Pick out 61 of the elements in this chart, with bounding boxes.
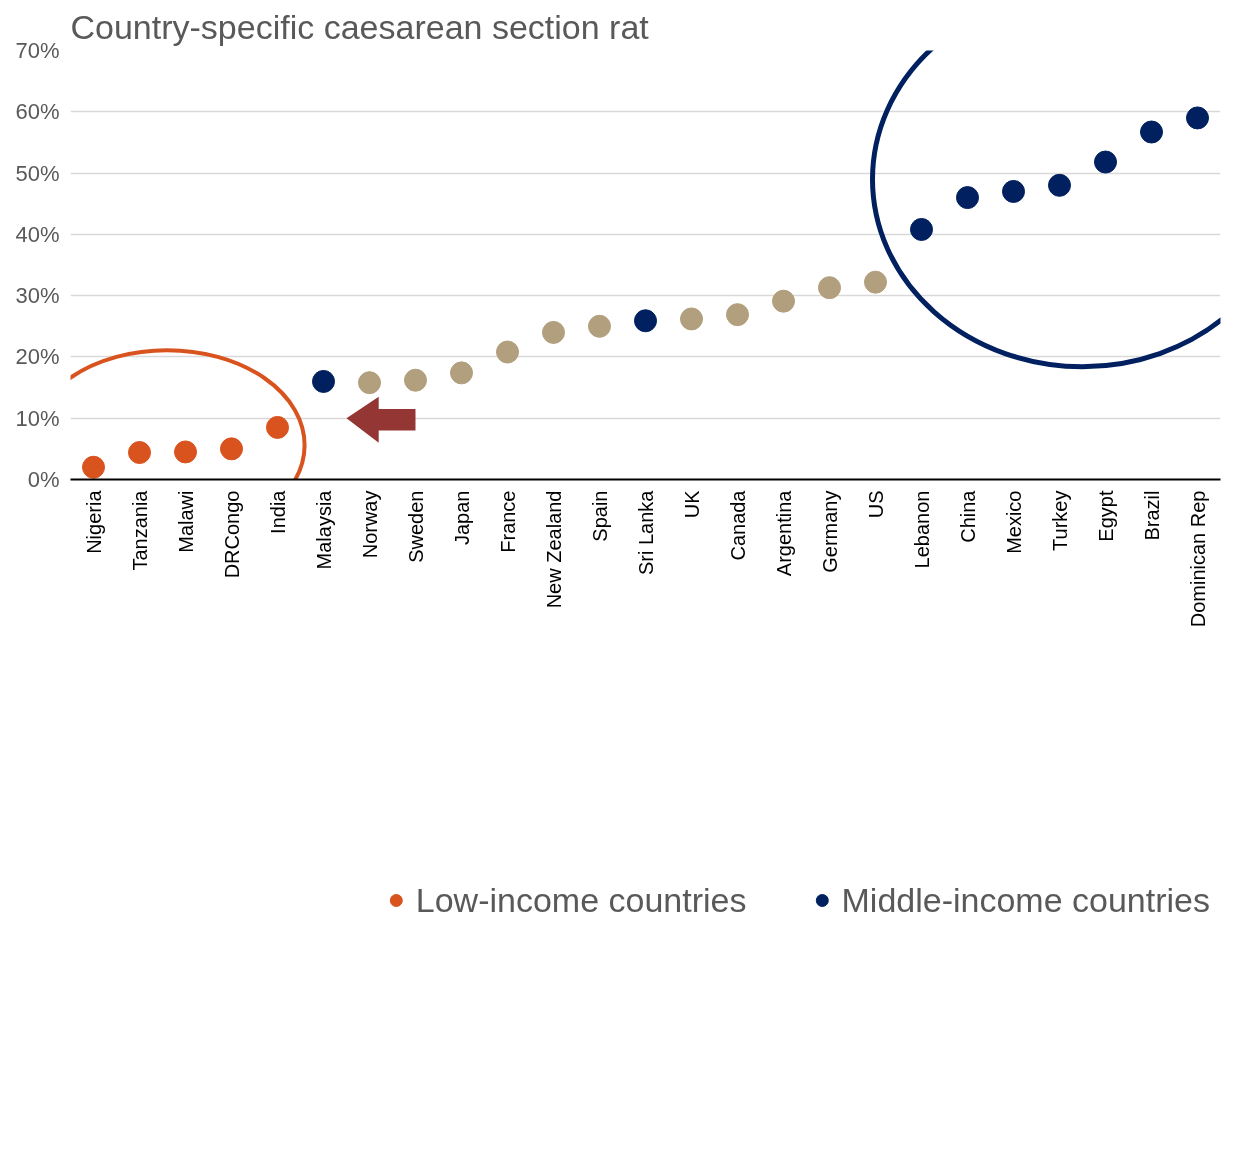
x-tick-label: Japan	[450, 490, 473, 545]
point	[174, 440, 197, 464]
x-tick-label: Spain	[588, 490, 611, 542]
x-tick-label: Norway	[358, 490, 381, 559]
x-tick-label: Lebanon	[910, 490, 933, 569]
x-tick-label: Sweden	[404, 490, 427, 563]
y-tick-label: 10%	[15, 405, 60, 431]
x-tick-label: Germany	[818, 490, 841, 573]
chart-title: Country-specific caesarean section rat	[70, 7, 650, 46]
y-tick-label: 70%	[15, 38, 60, 63]
y-tick-label: 60%	[15, 99, 60, 125]
point	[128, 441, 151, 465]
point	[956, 186, 979, 210]
y-tick-label: 30%	[15, 283, 60, 309]
x-tick-label: New Zealand	[542, 490, 565, 609]
point	[680, 307, 703, 331]
point	[818, 276, 841, 300]
x-tick-label: Nigeria	[82, 489, 105, 554]
x-tick-label: France	[496, 490, 519, 553]
x-tick-label: Argentina	[772, 489, 795, 577]
point	[910, 217, 933, 241]
x-tick-label: Turkey	[1048, 490, 1071, 551]
y-tick-label: 50%	[15, 160, 60, 186]
point	[726, 303, 749, 327]
x-tick-label: Brazil	[1140, 490, 1163, 541]
point	[1002, 179, 1025, 203]
y-tick-label: 0%	[27, 467, 60, 492]
point	[634, 309, 657, 333]
point	[1186, 106, 1209, 130]
x-tick-label: Malawi	[174, 490, 197, 553]
x-tick-label: DRCongo	[220, 490, 243, 579]
x-tick-label: India	[266, 489, 289, 534]
x-tick-label: Egypt	[1094, 490, 1117, 542]
y-tick-label: 40%	[15, 221, 60, 247]
x-tick-label: China	[956, 489, 979, 543]
point	[588, 314, 611, 338]
point	[358, 371, 381, 395]
point	[542, 320, 565, 344]
legend-label: Middle-income countries	[841, 880, 1210, 920]
x-tick-label: Sri Lanka	[634, 489, 657, 575]
point	[312, 369, 335, 393]
point	[220, 437, 243, 461]
point	[266, 415, 289, 439]
x-tick-label: Dominican Rep	[1186, 490, 1209, 628]
x-tick-label: US	[864, 490, 887, 519]
x-tick-label: Mexico	[1002, 490, 1025, 554]
point	[82, 455, 105, 479]
x-tick-label: Tanzania	[128, 489, 151, 571]
point	[450, 361, 473, 385]
point	[772, 289, 795, 313]
legend-label: Low-income countries	[415, 880, 747, 920]
point	[1140, 120, 1163, 144]
y-tick-label: 20%	[15, 344, 60, 370]
point	[1048, 173, 1071, 197]
point	[864, 270, 887, 294]
point	[404, 368, 427, 392]
x-tick-label: Canada	[726, 489, 749, 561]
point	[1094, 150, 1117, 174]
point	[496, 340, 519, 364]
x-tick-label: UK	[680, 489, 703, 519]
x-tick-label: Malaysia	[312, 489, 335, 570]
